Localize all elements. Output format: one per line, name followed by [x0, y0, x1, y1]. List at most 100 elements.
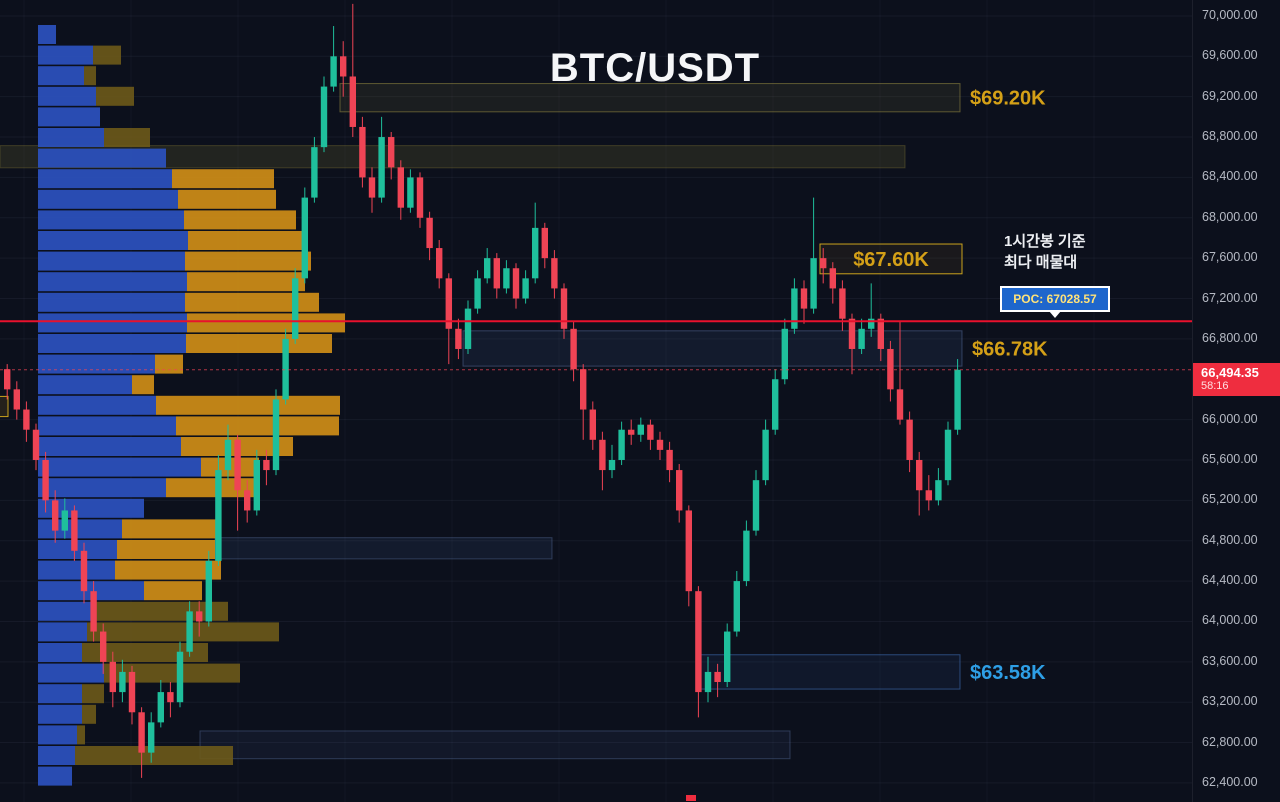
- volume-profile-bar-blue: [38, 189, 178, 209]
- candle-body: [71, 510, 78, 551]
- candle-body: [23, 409, 30, 430]
- candle-body: [522, 278, 529, 299]
- candle-body: [320, 86, 328, 148]
- candle-body: [877, 318, 884, 349]
- volume-profile-bar-blue: [38, 128, 104, 147]
- volume-profile-bar-blue: [38, 25, 56, 44]
- candle-body: [388, 137, 395, 168]
- poc-label[interactable]: POC: 67028.57: [1000, 286, 1110, 318]
- candle-body: [52, 500, 59, 531]
- candle-body: [858, 328, 865, 349]
- axis-price-label: 68,000.00: [1202, 209, 1258, 224]
- volume-profile-bar-blue: [38, 231, 188, 250]
- volume-profile-bar-blue: [38, 663, 104, 683]
- candle-body: [589, 409, 596, 440]
- candle-body: [935, 480, 942, 501]
- candle-body: [810, 258, 817, 309]
- axis-price-label: 67,200.00: [1202, 290, 1258, 305]
- price-zone[interactable]: [214, 537, 553, 560]
- candle-body: [637, 424, 644, 435]
- volume-profile-bar-orange: [187, 272, 305, 292]
- volume-profile-bar-blue: [38, 334, 186, 353]
- volume-profile-bar-orange: [87, 622, 279, 642]
- price-zone[interactable]: [462, 330, 963, 367]
- volume-profile-bar-orange: [75, 746, 233, 765]
- candle-body: [263, 459, 270, 471]
- candle-body: [253, 459, 260, 511]
- axis-price-label: 62,800.00: [1202, 734, 1258, 749]
- candle-body: [733, 581, 740, 632]
- price-zone[interactable]: [819, 243, 963, 275]
- axis-price-label: 65,200.00: [1202, 492, 1258, 507]
- volume-profile-bar-orange: [77, 725, 85, 745]
- zone-price-label: $63.58K: [970, 662, 1046, 684]
- volume-profile-bar-orange: [187, 313, 345, 333]
- price-zone[interactable]: [339, 83, 961, 113]
- candle-body: [215, 470, 222, 561]
- candle-body: [868, 318, 875, 329]
- candle-body: [848, 318, 856, 349]
- price-axis[interactable]: 70,000.00 69,600.00 69,200.00 68,800.00 68,4…: [1192, 0, 1280, 802]
- candle-body: [416, 177, 424, 218]
- candle-body: [724, 631, 731, 683]
- volume-profile-bar-blue: [38, 416, 176, 436]
- axis-price-label: 66,800.00: [1202, 330, 1258, 345]
- axis-price-label: 64,800.00: [1202, 532, 1258, 547]
- price-zone[interactable]: [0, 145, 906, 169]
- price-zone[interactable]: [0, 395, 9, 418]
- candle-body: [109, 661, 116, 693]
- volume-profile-bar-blue: [38, 643, 82, 662]
- candle-body: [186, 611, 193, 652]
- volume-profile-bar-blue: [38, 725, 77, 745]
- candle-body: [887, 348, 894, 390]
- candle-body: [359, 126, 366, 178]
- candle-body: [378, 137, 385, 198]
- candle-body: [128, 671, 136, 713]
- candle-body: [925, 490, 932, 501]
- volume-profile-bar-orange: [82, 704, 96, 724]
- volume-profile-bar-orange: [156, 395, 340, 415]
- candle-body: [176, 651, 184, 703]
- candle-body: [618, 429, 625, 460]
- candle-body: [445, 278, 452, 329]
- candle-body: [820, 258, 827, 269]
- candle-body: [4, 369, 11, 390]
- axis-price-label: 69,600.00: [1202, 48, 1258, 63]
- volume-profile-bar-orange: [188, 231, 304, 250]
- candle-body: [61, 510, 68, 531]
- volume-profile-bar-blue: [38, 704, 82, 724]
- candle-body: [685, 510, 692, 592]
- volume-profile-bar-orange: [82, 643, 208, 662]
- price-zone[interactable]: [199, 730, 791, 760]
- axis-price-label: 68,400.00: [1202, 169, 1258, 184]
- candle-body: [954, 369, 961, 430]
- volume-profile-bar-orange: [93, 45, 121, 65]
- candle-body: [205, 560, 212, 622]
- volume-profile-bar-orange: [96, 86, 134, 106]
- volume-profile-bar-blue: [38, 395, 156, 415]
- volume-profile-bar-orange: [115, 560, 221, 580]
- candle-body: [100, 631, 107, 662]
- candle-body: [349, 76, 356, 127]
- volume-profile-bar-blue: [38, 519, 122, 539]
- candle-body: [512, 268, 520, 299]
- candle-body: [916, 459, 923, 491]
- price-zone[interactable]: [699, 654, 961, 690]
- candle-body: [532, 227, 539, 279]
- candle-body: [484, 258, 491, 279]
- candle-body: [340, 56, 347, 77]
- volume-profile-bar-orange: [82, 684, 104, 704]
- candle-body: [608, 459, 616, 471]
- zone-price-label: $66.78K: [972, 338, 1048, 360]
- volume-profile-bar-orange: [117, 540, 215, 559]
- candle-body: [282, 338, 289, 400]
- poc-label-text: POC: 67028.57: [1013, 292, 1097, 306]
- candle-body: [560, 288, 568, 329]
- candle-body: [42, 459, 49, 501]
- volume-profile-bar-orange: [104, 128, 150, 147]
- candle-body: [493, 258, 500, 289]
- volume-profile-bar-blue: [38, 766, 72, 786]
- volume-profile-bar-blue: [38, 169, 172, 189]
